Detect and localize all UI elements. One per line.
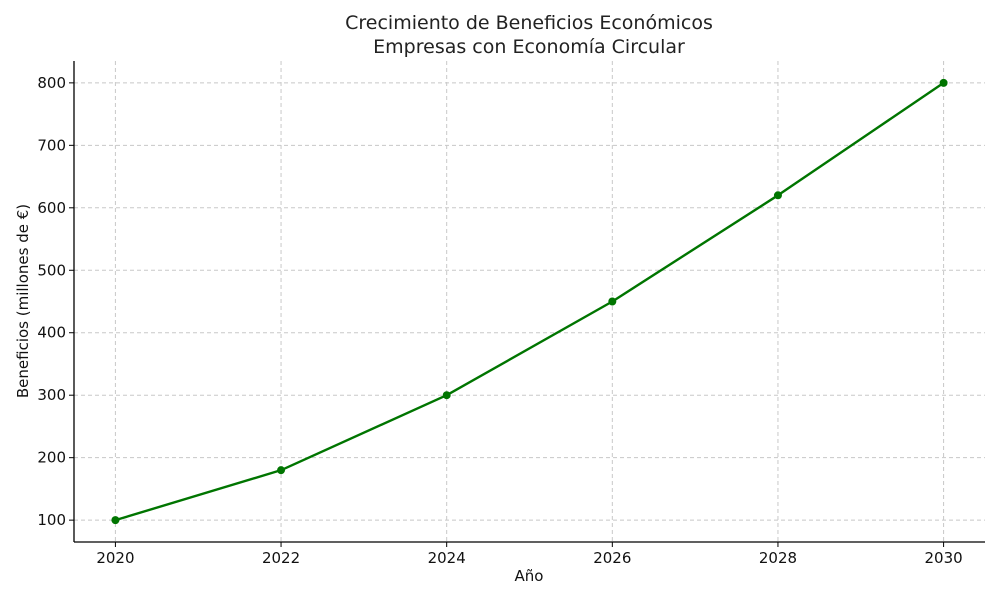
y-tick-label: 700 bbox=[37, 136, 66, 154]
data-point bbox=[939, 78, 948, 87]
y-tick-label: 400 bbox=[37, 324, 66, 342]
x-tick-label: 2022 bbox=[262, 549, 300, 567]
chart-title: Crecimiento de Beneficios Económicos bbox=[345, 12, 713, 34]
x-axis-label: Año bbox=[515, 567, 544, 585]
x-tick-label: 2024 bbox=[428, 549, 466, 567]
data-point bbox=[442, 391, 451, 400]
data-point bbox=[608, 297, 617, 306]
x-tick-label: 2026 bbox=[593, 549, 631, 567]
y-tick-label: 800 bbox=[37, 74, 66, 92]
axes bbox=[73, 61, 985, 543]
y-axis-label: Beneficios (millones de €) bbox=[14, 204, 32, 398]
x-tick-label: 2028 bbox=[759, 549, 797, 567]
data-point bbox=[773, 191, 782, 200]
x-tick-label: 2030 bbox=[924, 549, 962, 567]
y-tick-label: 200 bbox=[37, 449, 66, 467]
y-tick-label: 300 bbox=[37, 386, 66, 404]
chart-subtitle: Empresas con Economía Circular bbox=[373, 36, 685, 58]
x-tick-label: 2020 bbox=[96, 549, 134, 567]
y-tick-label: 100 bbox=[37, 511, 66, 529]
series-line bbox=[115, 81, 945, 522]
y-tick-label: 600 bbox=[37, 199, 66, 217]
data-point bbox=[277, 466, 286, 475]
ticks: 2020 2022 2024 2026 2028 2030 100 200 300 400 500 6… bbox=[37, 74, 962, 567]
data-point bbox=[111, 516, 120, 525]
y-tick-label: 500 bbox=[37, 261, 66, 279]
grid bbox=[74, 61, 985, 542]
series bbox=[111, 78, 948, 525]
